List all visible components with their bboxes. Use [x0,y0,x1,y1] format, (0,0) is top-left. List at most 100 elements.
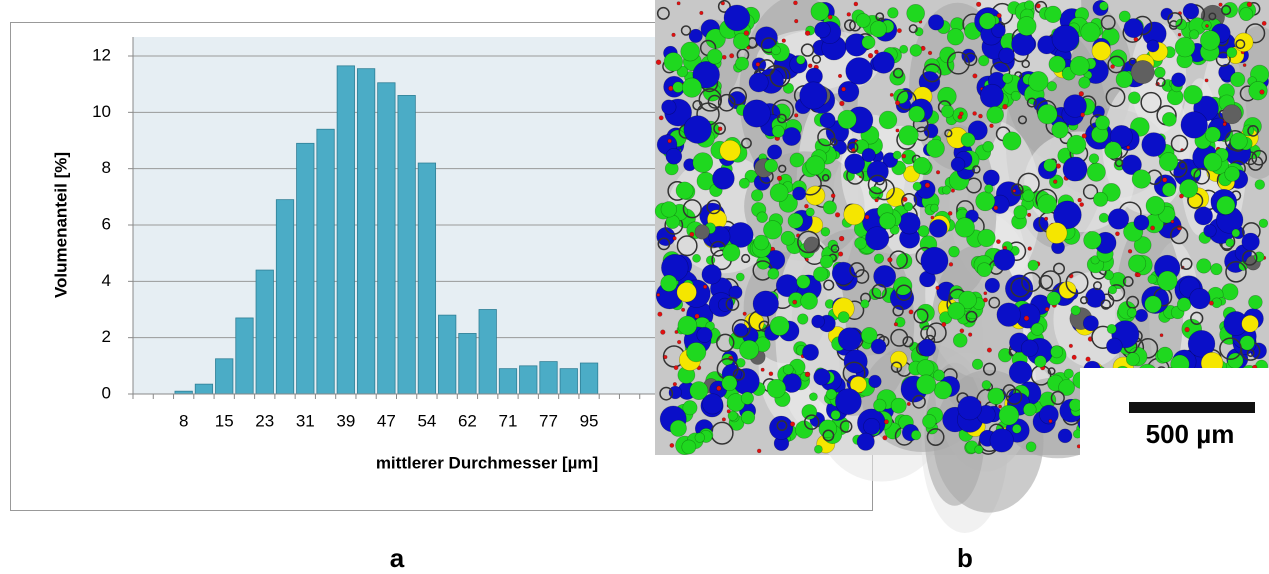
particle [681,439,697,455]
particle [660,201,677,218]
particle [733,32,750,50]
particle [665,148,683,165]
particle [984,184,994,194]
particle [1123,18,1144,39]
particle [686,342,707,363]
particle [1220,4,1232,16]
particle [892,150,902,160]
particle [1128,254,1147,273]
particle [676,282,697,303]
particle [669,443,675,448]
x-tick-label: 47 [377,411,396,430]
particle [741,137,752,149]
particle [723,4,751,32]
particle [809,392,818,402]
particle [830,193,836,199]
particle [1157,346,1174,363]
particle [1063,94,1087,118]
particle [706,48,723,65]
particle [660,329,666,335]
particle [694,432,705,443]
particle [1258,218,1269,228]
particle [1107,55,1126,74]
particle [731,318,751,338]
particle [1010,277,1031,298]
particle [763,220,783,240]
particle [878,110,898,130]
particle [844,153,866,175]
particle [1189,29,1200,40]
particle [1231,228,1241,238]
particle [1016,16,1037,36]
particle [981,380,992,390]
particle [1069,55,1090,76]
particle [1246,1,1253,8]
particle [1011,32,1036,56]
particle [835,388,862,415]
particle [923,123,939,139]
particle [854,236,867,250]
particle [821,174,830,182]
particle [986,106,1004,124]
particle [713,122,726,135]
particle [1239,7,1254,22]
particle [696,326,713,343]
particle [991,23,1006,38]
particle [968,332,973,337]
particle [692,152,714,173]
particle [1184,327,1190,333]
particle [1167,12,1183,28]
particle [776,420,788,432]
particle [1136,272,1141,278]
particle [837,80,860,103]
particle [908,105,926,123]
particle [1140,91,1162,114]
particle [748,72,769,93]
particle [1078,91,1085,97]
particle [658,115,664,121]
particle [988,296,1001,309]
particle [801,404,818,420]
particle [893,322,898,327]
particle [901,153,907,159]
particle [1082,184,1099,200]
particle [839,420,853,433]
particle [860,327,878,344]
particle [895,128,900,133]
bar [377,82,396,395]
particle [963,52,978,67]
particle [699,10,704,16]
particle [989,428,1014,453]
particle [892,67,904,79]
particle [1108,285,1118,295]
particle [729,53,735,59]
particle [803,414,820,430]
particle [998,47,1015,64]
particle [1179,193,1184,199]
particle [1027,246,1032,251]
particle [989,123,994,129]
particle [935,170,941,175]
bar [498,368,518,395]
particle [768,371,774,377]
particle [739,339,760,360]
particle [1126,307,1137,318]
scale-bar [1129,402,1255,413]
particle [887,257,893,263]
particle [887,7,899,19]
particle [869,20,887,38]
particle [819,254,834,269]
particle [872,51,895,74]
particle [996,302,1021,327]
particle [1176,297,1192,312]
particle [825,388,837,400]
particle [655,59,662,65]
particle [928,219,948,238]
particle [1183,85,1203,105]
particle [1180,257,1193,271]
particle [899,44,909,54]
x-tick-label: 39 [336,411,355,430]
y-tick-label: 8 [102,158,111,177]
particle [656,6,670,20]
particle [861,148,876,163]
